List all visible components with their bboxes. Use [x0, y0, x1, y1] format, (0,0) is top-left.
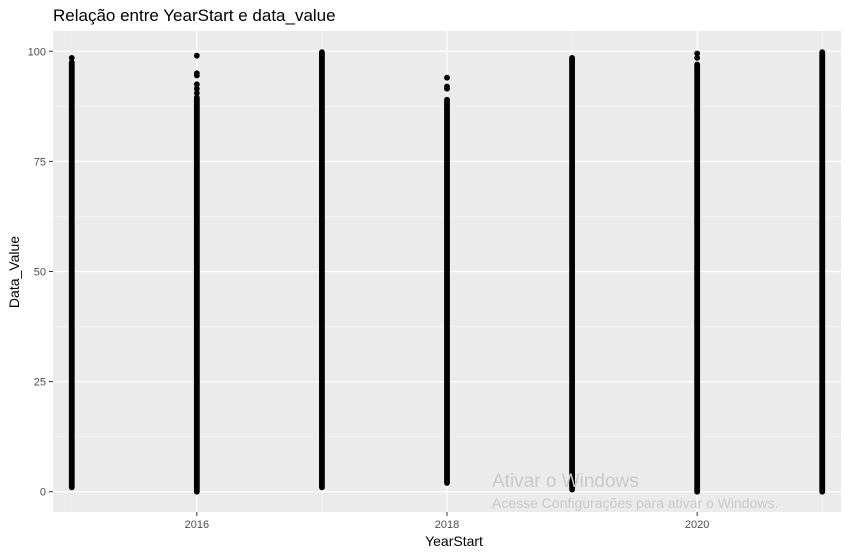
data-point	[193, 72, 200, 79]
data-point	[193, 81, 200, 88]
point-column-2016	[193, 94, 200, 495]
x-axis-title: YearStart	[425, 533, 483, 549]
data-point	[444, 74, 450, 81]
data-point	[193, 85, 200, 92]
y-tick-label: 50	[34, 267, 46, 279]
point-column-2015	[68, 59, 75, 491]
chart-title: Relação entre YearStart e data_value	[53, 6, 336, 25]
point-column-2019	[569, 54, 575, 493]
windows-activation-watermark: Ativar o Windows Acesse Configurações pa…	[492, 470, 778, 512]
y-axis-title: Data_Value	[6, 236, 22, 308]
y-tick-label: 0	[40, 487, 46, 499]
x-tick-label: 2016	[185, 519, 209, 531]
data-point	[694, 50, 701, 57]
data-point	[694, 54, 701, 61]
data-point	[444, 85, 450, 92]
point-column-2021	[819, 49, 826, 495]
y-tick-label: 100	[28, 46, 46, 58]
axis-ticks	[49, 50, 698, 516]
watermark-subtitle: Acesse Configurações para ativar o Windo…	[492, 495, 779, 511]
x-tick-label: 2020	[685, 519, 709, 531]
x-axis-tick-labels: 2016 2018 2020	[185, 519, 710, 531]
point-column-2020	[694, 61, 701, 495]
data-point	[68, 54, 75, 61]
point-column-2018	[444, 96, 450, 486]
watermark-title: Ativar o Windows	[492, 471, 639, 492]
data-point	[193, 52, 200, 59]
data-point	[193, 90, 200, 97]
x-tick-label: 2018	[435, 519, 459, 531]
y-axis-tick-labels: 0 25 50 75 100	[28, 46, 46, 498]
y-tick-label: 25	[34, 377, 46, 389]
data-points	[68, 49, 826, 495]
y-tick-label: 75	[34, 156, 46, 168]
point-column-2017	[319, 49, 325, 491]
